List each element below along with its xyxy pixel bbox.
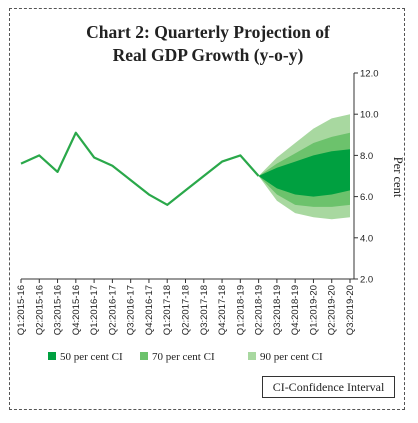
chart-frame: Chart 2: Quarterly Projection of Real GD…: [9, 8, 405, 410]
y-tick-label: 2.0: [360, 275, 373, 286]
chart-title-line-1: Chart 2: Quarterly Projection of: [86, 22, 330, 42]
series-group: [20, 131, 260, 206]
confidence-bands: [258, 114, 350, 220]
ci-note: CI-Confidence Interval: [262, 376, 395, 398]
x-tick-label: Q2:2016-17: [107, 285, 118, 335]
series-line-0: [20, 131, 260, 206]
legend: 50 per cent CI 70 per cent CI 90 per cent …: [48, 351, 323, 363]
x-tick-label: Q2:2015-16: [34, 285, 45, 335]
x-tick-label: Q4:2016-17: [144, 285, 155, 335]
y-tick-label: 10.0: [360, 110, 379, 121]
y-tick-label: 12.0: [360, 69, 379, 80]
legend-swatch: [248, 352, 256, 360]
x-tick-label: Q2:2018-19: [254, 285, 265, 335]
legend-swatch: [48, 352, 56, 360]
x-tick-label: Q4:2018-19: [290, 285, 301, 335]
x-tick-label: Q1:2019-20: [308, 285, 319, 335]
x-tick-label: Q1:2015-16: [16, 285, 27, 335]
axes: [20, 72, 358, 283]
x-tick-label: Q1:2018-19: [235, 285, 246, 335]
x-tick-label: Q2:2019-20: [327, 285, 338, 335]
ci-band-2: [258, 149, 350, 197]
x-tick-label: Q3:2015-16: [53, 285, 64, 335]
x-tick-label: Q1:2017-18: [162, 285, 173, 335]
x-tick-label: Q1:2016-17: [89, 285, 100, 335]
x-tick-labels: Q1:2015-16 Q2:2015-16 Q3:2015-16 Q4:2015-16…: [16, 285, 356, 335]
x-tick-label: Q3:2016-17: [126, 285, 137, 335]
chart-plot: Q1:2015-16 Q2:2015-16 Q3:2015-16 Q4:2015-16…: [16, 69, 405, 364]
y-tick-label: 6.0: [360, 192, 373, 203]
x-tick-label: Q2:2017-18: [181, 285, 192, 335]
chart-title-line-2: Real GDP Growth (y-o-y): [112, 45, 304, 65]
legend-label: 70 per cent CI: [152, 351, 215, 363]
x-tick-label: Q4:2015-16: [71, 285, 82, 335]
legend-label: 90 per cent CI: [260, 351, 323, 363]
x-tick-label: Q3:2017-18: [199, 285, 210, 335]
y-tick-label: 4.0: [360, 233, 373, 244]
x-tick-label: Q4:2017-18: [217, 285, 228, 335]
x-tick-label: Q3:2018-19: [272, 285, 283, 335]
chart-title: Chart 2: Quarterly Projection of Real GD…: [10, 21, 406, 67]
x-tick-label: Q3:2019-20: [345, 285, 356, 335]
legend-swatch: [140, 352, 148, 360]
y-tick-label: 8.0: [360, 151, 373, 162]
y-tick-labels: 2.0 4.0 6.0 8.0 10.0 12.0: [360, 69, 379, 286]
y-axis-title: Per cent: [391, 157, 405, 198]
legend-label: 50 per cent CI: [60, 351, 123, 363]
